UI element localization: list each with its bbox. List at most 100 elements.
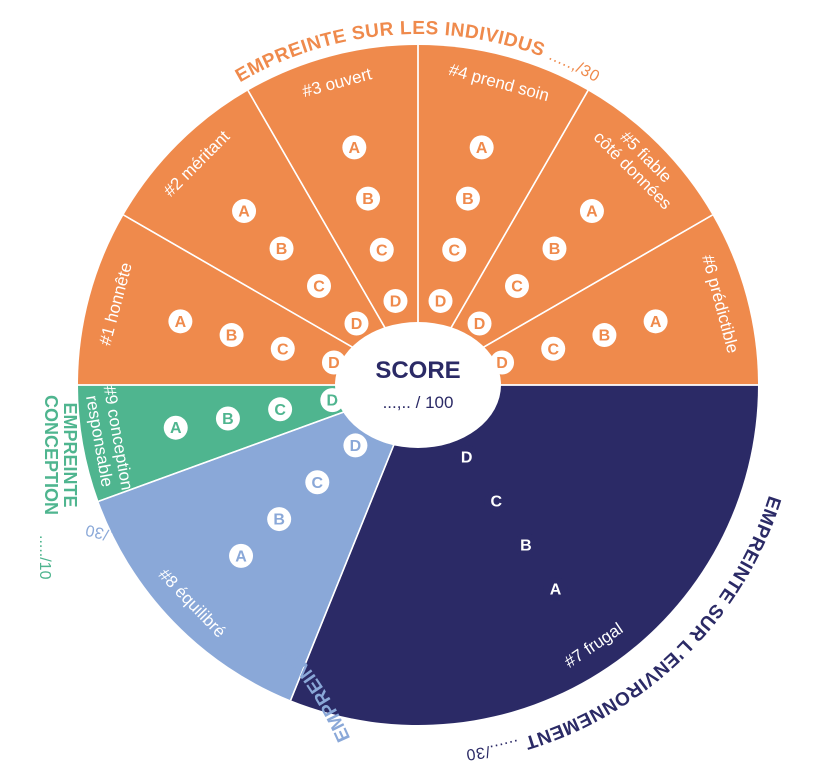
grade-circle	[215, 406, 240, 431]
grade-circle	[307, 274, 332, 299]
grade-d-equilibre[interactable]: D	[343, 433, 368, 458]
grade-c-honnete[interactable]: C	[270, 336, 295, 361]
category-title-text: CONCEPTION	[41, 395, 61, 515]
grade-circle	[484, 489, 509, 514]
grade-letter: B	[226, 328, 238, 345]
grade-a-fiable[interactable]: A	[579, 199, 604, 224]
grade-circle	[344, 311, 369, 336]
grade-a-conception-responsable[interactable]: A	[163, 415, 188, 440]
grade-circle	[356, 186, 381, 211]
grade-circle	[342, 135, 367, 160]
grade-letter: C	[511, 279, 523, 296]
grade-b-fiable[interactable]: B	[542, 236, 567, 261]
grade-circle	[454, 445, 479, 470]
grade-letter: C	[274, 402, 286, 419]
band-honnete	[78, 215, 418, 385]
grade-b-honnete[interactable]: B	[219, 323, 244, 348]
grade-letter: A	[349, 140, 361, 157]
grade-c-ouvert[interactable]: C	[369, 237, 394, 262]
grade-letter: C	[277, 341, 289, 358]
grade-circle	[455, 186, 480, 211]
score-center-disc	[335, 322, 501, 448]
grade-circle	[541, 336, 566, 361]
grade-c-meritant[interactable]: C	[307, 274, 332, 299]
grade-letter: C	[491, 494, 503, 511]
grade-letter: D	[390, 293, 402, 310]
grade-letter: C	[547, 341, 559, 358]
band-predictible	[418, 215, 758, 385]
grade-circle	[513, 533, 538, 558]
grade-b-frugal[interactable]: B	[513, 533, 538, 558]
grade-letter: B	[549, 241, 561, 258]
grade-circle	[543, 576, 568, 601]
grade-letter: B	[362, 191, 374, 208]
grade-circle	[428, 288, 453, 313]
grade-c-frugal[interactable]: C	[484, 489, 509, 514]
grade-circles: A B C D A B C D A B C D A B C D A B C D A B C D A B C D A B C D A B C D	[163, 135, 668, 601]
grade-b-meritant[interactable]: B	[269, 236, 294, 261]
grade-b-equilibre[interactable]: B	[267, 507, 292, 532]
grade-letter: D	[435, 293, 447, 310]
grade-b-conception-responsable[interactable]: B	[215, 406, 240, 431]
grade-c-conception-responsable[interactable]: C	[268, 397, 293, 422]
grade-letter: A	[650, 314, 662, 331]
score-value: ...,.. / 100	[383, 393, 454, 412]
grade-d-ouvert[interactable]: D	[383, 288, 408, 313]
grade-letter: C	[312, 475, 324, 492]
band-meritant	[123, 90, 418, 385]
grade-letter: B	[462, 191, 474, 208]
grade-letter: A	[170, 420, 182, 437]
grade-letter: B	[273, 512, 285, 529]
grade-b-predictible[interactable]: B	[592, 323, 617, 348]
score-center: SCORE ...,.. / 100	[335, 322, 501, 448]
grade-letter: B	[222, 411, 234, 428]
grade-a-frugal[interactable]: A	[543, 576, 568, 601]
grade-a-meritant[interactable]: A	[232, 199, 257, 224]
grade-letter: B	[276, 241, 288, 258]
grade-b-ouvert[interactable]: B	[356, 186, 381, 211]
grade-a-honnete[interactable]: A	[168, 309, 193, 334]
grade-letter: C	[313, 279, 325, 296]
grade-d-prend-soin[interactable]: D	[428, 288, 453, 313]
grade-letter: D	[351, 316, 363, 333]
grade-circle	[232, 199, 257, 224]
grade-circle	[269, 236, 294, 261]
grade-circle	[383, 288, 408, 313]
outer-band	[78, 45, 758, 725]
grade-d-fiable[interactable]: D	[467, 311, 492, 336]
grade-a-predictible[interactable]: A	[643, 309, 668, 334]
grade-d-frugal[interactable]: D	[454, 445, 479, 470]
grade-letter: A	[476, 140, 488, 157]
grade-c-prend-soin[interactable]: C	[442, 237, 467, 262]
grade-circle	[168, 309, 193, 334]
grade-letter: D	[496, 355, 508, 372]
grade-circle	[442, 237, 467, 262]
grade-circle	[343, 433, 368, 458]
grade-circle	[542, 236, 567, 261]
grade-letter: D	[328, 355, 340, 372]
grade-c-fiable[interactable]: C	[504, 274, 529, 299]
grade-circle	[643, 309, 668, 334]
grade-c-predictible[interactable]: C	[541, 336, 566, 361]
grade-letter: C	[448, 242, 460, 259]
grade-a-prend-soin[interactable]: A	[469, 135, 494, 160]
grade-circle	[592, 323, 617, 348]
grade-circle	[305, 470, 330, 495]
band-conception-responsable	[78, 385, 418, 502]
grade-a-ouvert[interactable]: A	[342, 135, 367, 160]
grade-letter: A	[586, 204, 598, 221]
grade-circle	[579, 199, 604, 224]
score-title: SCORE	[375, 357, 460, 384]
grade-b-prend-soin[interactable]: B	[455, 186, 480, 211]
grade-circle	[268, 397, 293, 422]
category-fraction: ....../30	[465, 735, 521, 762]
grade-a-equilibre[interactable]: A	[229, 543, 254, 568]
band-equilibre	[98, 385, 418, 701]
grade-d-meritant[interactable]: D	[344, 311, 369, 336]
grade-c-equilibre[interactable]: C	[305, 470, 330, 495]
grade-letter: A	[175, 314, 187, 331]
band-ouvert	[248, 45, 418, 385]
grade-circle	[219, 323, 244, 348]
